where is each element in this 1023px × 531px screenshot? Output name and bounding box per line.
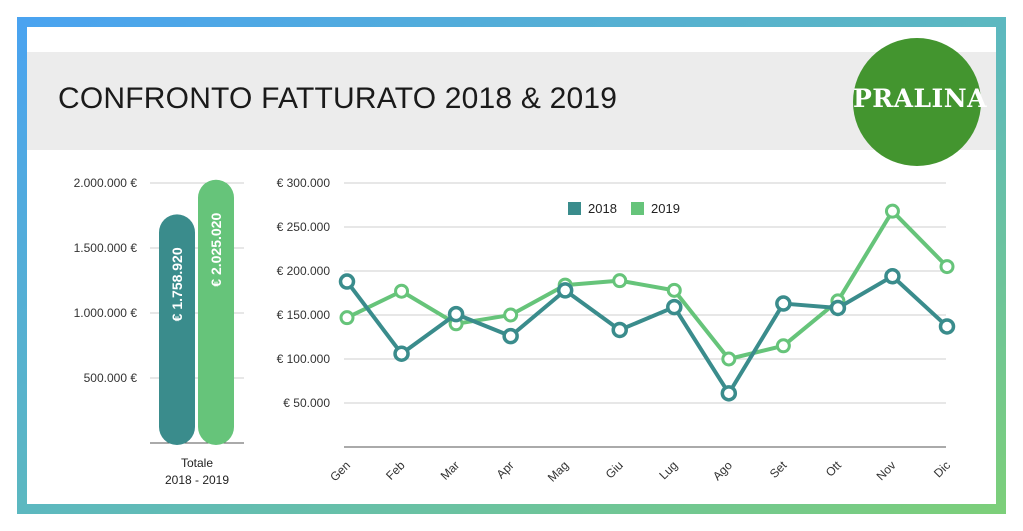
point-2019: [503, 307, 519, 323]
x-tick-label: Mar: [438, 458, 463, 483]
point-2018: [556, 282, 574, 299]
x-category-label: 2018 - 2019: [165, 473, 229, 487]
point-2018: [938, 318, 956, 335]
x-tick-label: Feb: [383, 458, 408, 483]
x-tick-label: Mag: [545, 458, 571, 484]
point-2018: [666, 298, 683, 316]
y-tick-label: 1.500.000 €: [74, 241, 138, 255]
bar-label-2018: € 1.758.920: [169, 247, 185, 321]
point-2019: [394, 283, 410, 299]
y-tick-label: 1.000.000 €: [74, 306, 138, 320]
x-tick-label: Ago: [710, 458, 735, 483]
point-2019: [775, 338, 791, 354]
point-2018: [393, 345, 410, 362]
header-band: [27, 52, 996, 150]
point-2019: [339, 310, 355, 326]
bar-label-2019: € 2.025.020: [208, 213, 224, 287]
logo-text: PRALINA: [853, 84, 987, 113]
monthly-line-chart: € 50.000 € 100.000 € 150.000 € 200.000 € 250…: [277, 176, 956, 485]
y-tick-label: € 100.000: [277, 352, 331, 366]
x-category-label: Totale: [181, 456, 213, 470]
y-tick-label: € 200.000: [277, 264, 331, 278]
point-2018: [829, 299, 847, 317]
point-2019: [612, 273, 628, 289]
point-2018: [502, 327, 519, 345]
x-tick-label: Dic: [931, 458, 953, 480]
point-2019: [884, 203, 900, 219]
y-tick-label: 2.000.000 €: [74, 176, 138, 190]
pralina-logo: PRALINA: [853, 38, 987, 166]
point-2019: [721, 351, 737, 367]
x-tick-label: Gen: [327, 458, 353, 484]
y-tick-label: € 250.000: [277, 220, 331, 234]
point-2018: [338, 273, 356, 290]
legend-label-2018: 2018: [588, 201, 617, 216]
point-2019: [666, 282, 682, 298]
bar-2019: [198, 179, 234, 445]
x-tick-label: Giu: [603, 458, 626, 481]
x-tick-label: Lug: [656, 458, 680, 482]
point-2018: [447, 305, 465, 323]
point-2018: [720, 385, 738, 402]
point-2019: [939, 259, 955, 275]
y-tick-label: € 50.000: [283, 396, 330, 410]
bar-2018: [159, 214, 195, 445]
y-tick-label: € 150.000: [277, 308, 331, 322]
legend-label-2019: 2019: [651, 201, 680, 216]
y-tick-label: 500.000 €: [84, 371, 138, 385]
point-2018: [884, 268, 901, 285]
page-title: CONFRONTO FATTURATO 2018 & 2019: [58, 82, 618, 115]
legend-swatch-2018: [568, 202, 581, 215]
y-tick-label: € 300.000: [277, 176, 331, 190]
legend-swatch-2019: [631, 202, 644, 215]
x-tick-label: Ott: [823, 458, 845, 480]
total-bar-chart: 500.000 € 1.000.000 € 1.500.000 € 2.000.000…: [74, 176, 244, 487]
point-2018: [775, 295, 792, 312]
x-tick-label: Apr: [494, 458, 517, 481]
x-tick-label: Set: [767, 458, 790, 481]
point-2018: [611, 321, 628, 339]
series-line-2018: [345, 274, 949, 396]
x-tick-label: Nov: [874, 458, 899, 483]
series-line-2019: [346, 209, 949, 361]
